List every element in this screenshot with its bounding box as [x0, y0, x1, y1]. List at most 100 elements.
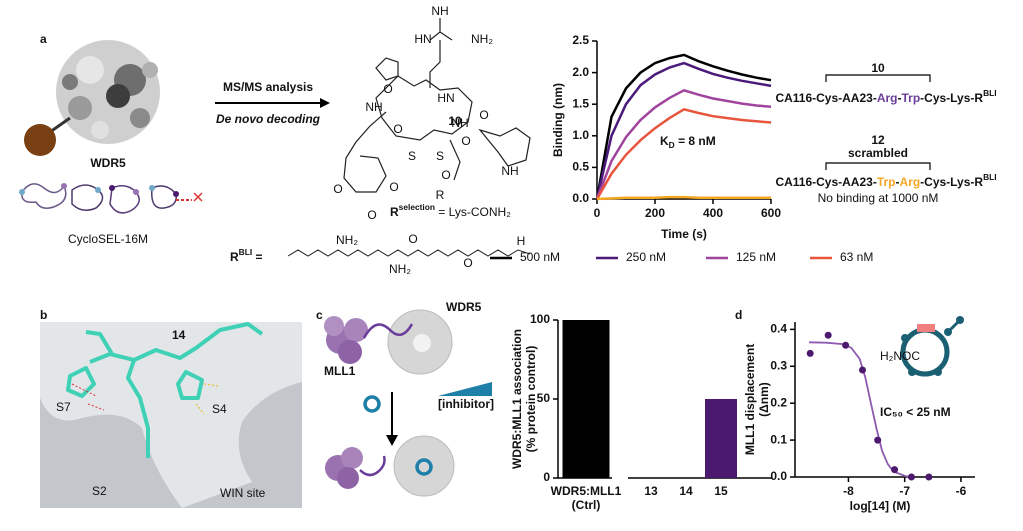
x-tick-label: 13: [644, 484, 658, 498]
bead-linker: [49, 116, 71, 134]
r-selection-part: R: [390, 205, 399, 219]
protein-surface: [56, 40, 160, 144]
pocket-label: S2: [92, 484, 107, 498]
arrow-label: MS/MS analysis: [223, 80, 313, 94]
atom-label: NH₂: [336, 233, 358, 247]
sequence-annotation: No binding at 1000 nM: [818, 191, 939, 205]
r-bli-part: BLI: [239, 247, 253, 257]
bli-linker: [287, 249, 531, 257]
y-axis-title: (% protein control): [524, 346, 538, 453]
sequence-part: Trp: [877, 175, 896, 189]
compound-label: 12: [871, 133, 885, 147]
x-tick-label: 400: [703, 206, 723, 220]
bar: [705, 399, 737, 478]
r-selection-part: selection: [399, 202, 435, 212]
atom-label: O: [479, 108, 488, 122]
legend-label: 500 nM: [520, 250, 560, 264]
atom-label: O: [383, 82, 392, 96]
x-tick-label: 14: [679, 484, 693, 498]
x-tick-label: -6: [956, 484, 967, 498]
atom-label: NH: [451, 116, 468, 130]
annotation-part: = 8 nM: [675, 134, 716, 148]
annotation: IC₅₀ < 25 nM: [880, 405, 951, 419]
x-tick-label: WDR5:MLL1: [551, 484, 622, 498]
y-tick-label: 0.2: [770, 395, 787, 409]
bar: [562, 320, 610, 478]
y-tick-label: 0.1: [770, 432, 787, 446]
y-tick-label: 0.0: [572, 191, 589, 205]
panel-label: c: [316, 308, 323, 322]
atom-label: NH: [431, 4, 448, 18]
series-line: [595, 107, 772, 200]
x-tick-note: (Ctrl): [572, 498, 601, 512]
panel-label: b: [40, 308, 47, 322]
x-tick-label: -7: [899, 484, 910, 498]
y-tick-label: 100: [530, 312, 550, 326]
sequence-part: CA116-Cys-AA23-: [775, 91, 876, 105]
atom-label: R: [436, 188, 445, 202]
atom-label: O: [441, 168, 450, 182]
r-bli: RBLI =: [230, 247, 263, 264]
atom-label: O: [463, 256, 472, 270]
sequence-part: BLI: [983, 88, 997, 98]
atom-label: S: [436, 149, 444, 163]
point: [842, 341, 850, 349]
x-tick-label: 15: [714, 484, 728, 498]
x-axis-title: Time (s): [661, 227, 707, 241]
pocket-label: S7: [56, 400, 71, 414]
sequence-part: -Cys-Lys-R: [920, 91, 983, 105]
y-tick-label: 0.3: [770, 358, 787, 372]
atom-label: O: [367, 208, 376, 222]
sequence-part: -: [895, 175, 899, 189]
point: [891, 466, 899, 474]
compound-label: 14: [172, 328, 186, 342]
compound-label: 10: [871, 61, 885, 75]
point: [824, 331, 832, 339]
series-line: [595, 53, 772, 200]
sequence: CA116-Cys-AA23-Trp-Arg-Cys-Lys-RBLI: [775, 172, 996, 189]
legend-label: 250 nM: [626, 250, 666, 264]
annotation-part: D: [669, 140, 675, 150]
atom-label: H: [517, 234, 526, 248]
r-selection: Rselection = Lys-CONH₂: [390, 202, 511, 219]
r-bli-part: =: [252, 250, 262, 264]
x-axis-title: log[14] (M): [850, 499, 911, 513]
x-tick-label: -8: [843, 484, 854, 498]
protein-label: MLL1: [324, 364, 356, 378]
y-tick-label: 2.0: [572, 65, 589, 79]
arrow: [215, 98, 330, 108]
atom-label: NH: [365, 100, 382, 114]
pocket-label: S4: [212, 402, 227, 416]
sequence-part: CA116-Cys-AA23-: [775, 175, 876, 189]
bracket: [825, 162, 931, 170]
y-tick-label: 0.5: [572, 160, 589, 174]
arrow-label: De novo decoding: [216, 112, 321, 126]
legend-label: 63 nM: [840, 250, 873, 264]
library-icons: [19, 183, 203, 214]
annotation: KD = 8 nM: [660, 134, 716, 150]
point: [874, 436, 882, 444]
point: [907, 473, 915, 481]
y-tick-label: 1.5: [572, 96, 589, 110]
atom-label: O: [389, 180, 398, 194]
legend-label: 125 nM: [736, 250, 776, 264]
sequence-part: Arg: [899, 175, 920, 189]
group-label: H₂NOC: [880, 349, 920, 363]
bead: [24, 124, 56, 156]
atom-label: HN: [437, 91, 454, 105]
y-tick-label: 50: [537, 391, 551, 405]
complex-schematic: [324, 309, 492, 497]
y-tick-label: 0: [543, 470, 550, 484]
sequence-part: -: [897, 91, 901, 105]
y-axis-title: (Δnm): [757, 382, 771, 417]
atom-label: O: [408, 232, 417, 246]
site-label: WIN site: [220, 486, 266, 500]
x-tick-label: 200: [645, 206, 665, 220]
panel-label: a: [40, 32, 47, 46]
protein-label: WDR5: [446, 300, 482, 314]
panel-label: d: [735, 308, 742, 322]
library-label: CycloSEL-16M: [68, 232, 148, 246]
chemical-structure: [343, 18, 531, 193]
y-tick-label: 2.5: [572, 33, 589, 47]
